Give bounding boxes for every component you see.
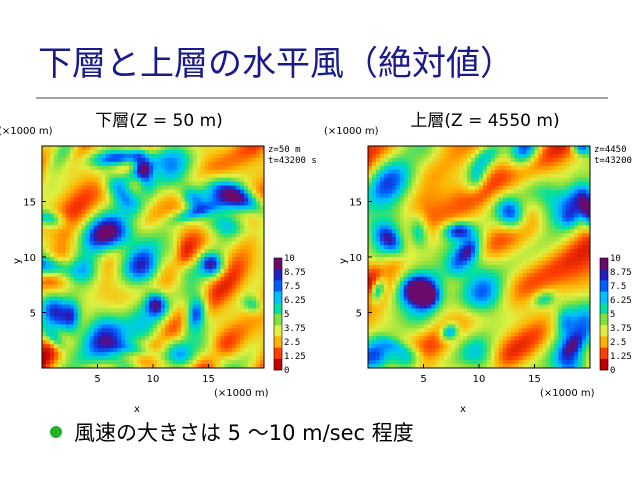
colorbar-tick-label: 5 [284,310,289,320]
colorbar-tick-label: 8.75 [284,268,306,278]
heatmap-field [42,146,265,369]
colorbar-segment [274,302,282,315]
bullet-item: 風速の大きさは 5 ～10 m/sec 程度 [50,417,414,447]
colorbar-segment [274,336,282,348]
heatmap-field [368,146,591,369]
lower-layer-chart: 下層(Z = 50 m) (×1000 m) z=50 mt=43200 s 5 10 1… [0,111,317,415]
title-divider [36,97,608,99]
colorbar-segment [600,302,608,315]
colorbar-tick-label: 3.75 [610,324,632,334]
colorbar-tick-label: 2.5 [610,338,626,348]
colorbar-tick-label: 1.25 [610,352,632,362]
colorbar-tick-label: 0 [610,366,615,376]
x-tick-label: 10 [473,374,486,385]
x-tick-label: 5 [420,374,426,385]
bullet-dot-icon [50,426,62,438]
y-tick-label: 5 [356,309,362,320]
run-annotation: z=4450 [594,145,627,155]
y-tick-label: 5 [30,309,36,320]
y-scale-label: (×1000 m) [0,126,53,137]
colorbar-tick-label: 7.5 [284,282,300,292]
colorbar-segment [274,291,282,304]
colorbar-tick-label: 0 [284,366,289,376]
y-tick-label: 10 [349,253,362,264]
colorbar-segment [274,325,282,337]
colorbar-segment [600,258,608,270]
colorbar-tick-label: 10 [610,254,621,264]
x-tick-label: 5 [94,374,100,385]
bullet-text: 風速の大きさは 5 ～10 m/sec 程度 [74,421,414,445]
x-tick-label: 15 [528,374,541,385]
colorbar-tick-label: 2.5 [284,338,300,348]
colorbar-segment [600,269,608,281]
upper-layer-plot: 上層(Z = 4550 m) (×1000 m) z=4450 t=43200 5 10 1… [324,104,632,424]
colorbar-tick-label: 6.25 [610,296,632,306]
colorbar-tick-label: 1.25 [284,352,306,362]
y-scale-label: (×1000 m) [324,126,379,137]
colorbar-segment [274,314,282,326]
panel-title: 上層(Z = 4550 m) [410,111,559,131]
slide-title: 下層と上層の水平風（絶対値） [38,44,514,84]
colorbar-tick-label: 5 [610,310,615,320]
run-annotation: t=43200 [594,156,632,166]
run-annotation: z=50 m [268,145,301,155]
x-tick-label: 15 [202,374,215,385]
colorbar-segment [600,325,608,337]
y-axis-label: y [338,258,349,264]
colorbar-segment [274,347,282,360]
colorbar-segment [600,347,608,360]
x-scale-label: (×1000 m) [540,388,595,399]
colorbar-segment [600,336,608,348]
x-axis-label: x [460,404,466,415]
colorbar-tick-label: 10 [284,254,295,264]
x-tick-label: 10 [147,374,160,385]
colorbar-segment [600,291,608,304]
colorbar-segment [274,280,282,292]
x-axis-label: x [134,404,140,415]
y-tick-label: 10 [23,253,36,264]
lower-layer-plot: 下層(Z = 50 m) (×1000 m) z=50 m t=43200 s 5 10 1… [0,104,317,424]
colorbar-segment [274,358,282,371]
y-axis-label: y [12,258,23,264]
colorbar-segment [600,314,608,326]
colorbar-tick-label: 3.75 [284,324,306,334]
colorbar-segment [274,269,282,281]
y-tick-label: 15 [23,198,36,209]
colorbar-tick-label: 6.25 [284,296,306,306]
colorbar-segment [274,258,282,270]
x-scale-label: (×1000 m) [214,388,269,399]
run-annotation: t=43200 s [268,156,317,166]
colorbar-segment [600,280,608,292]
colorbar-segment [600,358,608,371]
colorbar-tick-label: 7.5 [610,282,626,292]
panel-title: 下層(Z = 50 m) [95,111,223,131]
colorbar-tick-label: 8.75 [610,268,632,278]
y-tick-label: 15 [349,198,362,209]
